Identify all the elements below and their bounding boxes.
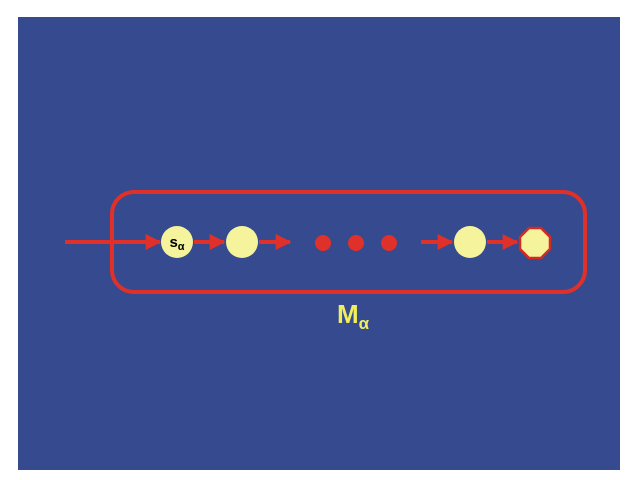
- ellipsis-dot: [348, 235, 364, 251]
- start-state: sα: [161, 226, 193, 258]
- ellipsis-dot: [381, 235, 397, 251]
- start-state-label: sα: [169, 234, 184, 253]
- state-node: [226, 226, 258, 258]
- final-state: [518, 226, 552, 260]
- machine-label: Mα: [337, 299, 370, 333]
- ellipsis-dot: [315, 235, 331, 251]
- state-node: [454, 226, 486, 258]
